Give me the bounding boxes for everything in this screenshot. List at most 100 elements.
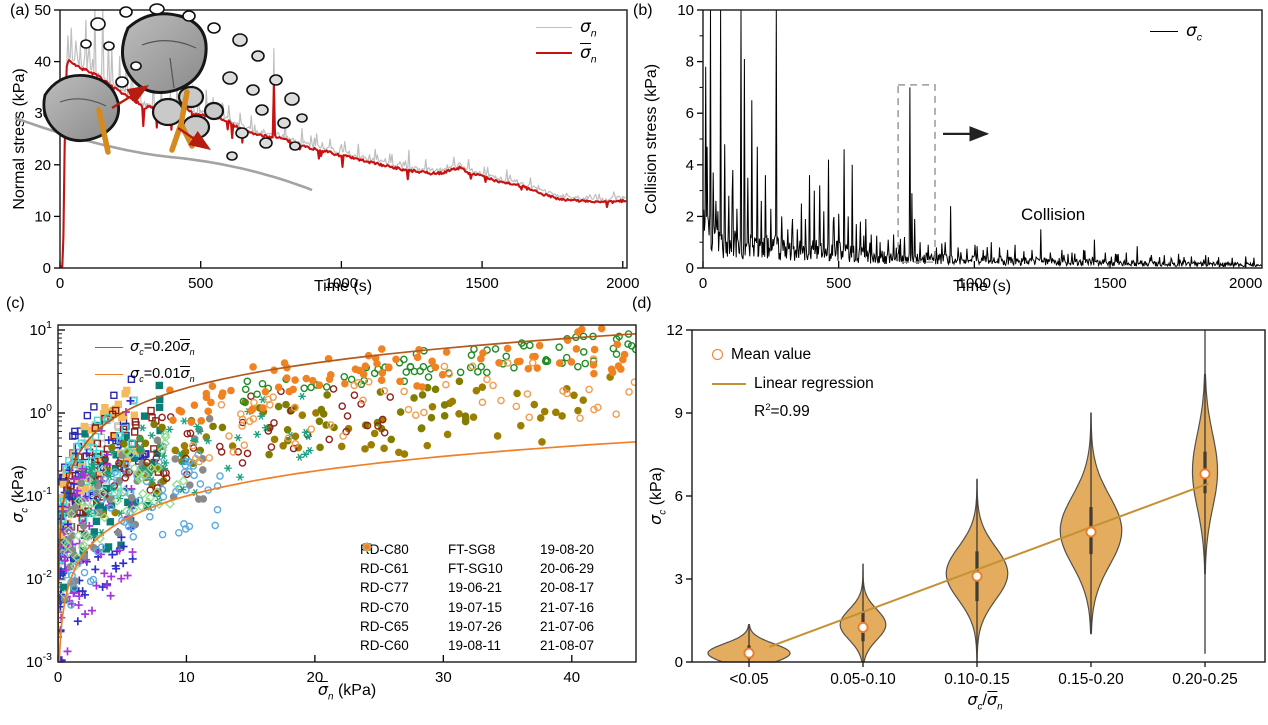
legend-d-mean-entry: Mean value — [712, 342, 874, 367]
legend-item-label: 19-07-15 — [448, 599, 503, 615]
upper-envelope-line-swatch — [95, 347, 123, 348]
legend-item-RD-C60: RD-C60 — [360, 543, 448, 655]
mean-marker-2 — [971, 570, 983, 582]
svg-text:10-3: 10-3 — [26, 651, 52, 671]
svg-text:20: 20 — [34, 157, 51, 174]
panel-b-xaxis-title: Time (s) — [952, 278, 1012, 295]
svg-text:2000: 2000 — [606, 275, 639, 292]
svg-text:10: 10 — [677, 2, 694, 19]
legend-d-regression-entry: Linear regression — [712, 371, 874, 396]
svg-text:0: 0 — [686, 260, 694, 277]
envelope-upper-entry: σc=0.20σn — [95, 334, 195, 361]
mean-marker-4 — [1199, 468, 1211, 480]
collision-stress-line-swatch — [1150, 30, 1178, 32]
legend-item-21-07-06: 21-07-06 — [363, 543, 632, 636]
legend-item-label: 21-08-07 — [540, 638, 595, 654]
panel-c-label: (c) — [6, 295, 25, 312]
svg-text:9: 9 — [675, 405, 683, 422]
regression-line — [769, 482, 1209, 648]
legend-a-raw: σn — [536, 14, 597, 40]
svg-text:0: 0 — [699, 275, 707, 292]
panel-a-frame — [59, 9, 628, 269]
envelope-line-1 — [58, 440, 636, 662]
raw-normal-stress-line-swatch — [536, 26, 572, 28]
panel-c-scatter — [58, 325, 636, 662]
mean-marker-3 — [1085, 526, 1097, 538]
svg-text:2: 2 — [686, 208, 694, 225]
legend-item-RD-C61: RD-C61 — [360, 543, 448, 578]
legend-item-label: 19-06-21 — [448, 580, 503, 596]
legend-item-label: 21-07-06 — [540, 618, 595, 634]
boulder-left-crack — [59, 98, 107, 107]
svg-text:10-2: 10-2 — [26, 568, 52, 588]
svg-text:50: 50 — [34, 2, 51, 19]
envelope-lower-entry: σc=0.01σn — [95, 361, 195, 388]
boulder-large — [121, 12, 208, 94]
svg-text:8: 8 — [686, 54, 694, 71]
r-squared-value: R2=0.99 — [754, 401, 810, 420]
legend-item-label: RD-C60 — [360, 638, 409, 654]
legend-item-label: RD-C65 — [360, 618, 409, 634]
legend-item-20-06-29: 20-06-29 — [363, 543, 632, 578]
panel-d-label: (d) — [632, 295, 652, 312]
legend-item-RD-C65: RD-C65 — [360, 543, 448, 636]
collision-inset-illustration — [14, 3, 313, 192]
highlight-box — [897, 84, 936, 263]
svg-text:0: 0 — [56, 275, 64, 292]
svg-text:500: 500 — [188, 275, 213, 292]
line-sigma_n — [60, 10, 627, 266]
panel-a-xaxis-title: Time (s) — [313, 278, 373, 295]
svg-text:6: 6 — [686, 105, 694, 122]
panel-c-frame — [57, 324, 637, 663]
legend-b-collision: σc — [1150, 18, 1202, 44]
legend-item-label: RD-C61 — [360, 561, 409, 577]
pebbles-gray — [222, 33, 308, 161]
svg-text:10-1: 10-1 — [26, 485, 52, 505]
svg-text:0.20-0.25: 0.20-0.25 — [1172, 671, 1238, 688]
svg-text:1000: 1000 — [958, 275, 991, 292]
linear-regression-line-swatch — [712, 382, 746, 385]
legend-item-label: 19-08-11 — [448, 638, 502, 654]
mean-marker-0 — [743, 647, 755, 659]
svg-text:3: 3 — [675, 571, 683, 588]
mean-normal-stress-line-swatch — [536, 52, 572, 54]
panel-a-label: (a) — [10, 2, 30, 19]
boulder-large-crack — [141, 40, 197, 89]
svg-text:100: 100 — [29, 402, 52, 422]
svg-text:0.05-0.10: 0.05-0.10 — [830, 671, 896, 688]
legend-item-19-06-21: 19-06-21 — [363, 543, 540, 597]
panel-c-envelope-legend: σc=0.20σn σc=0.01σn — [95, 334, 195, 388]
legend-item-FT-SG8: FT-SG8 — [362, 540, 540, 559]
svg-text:0: 0 — [54, 669, 62, 686]
legend-item-RD-C77: RD-C77 — [360, 543, 448, 597]
legend-item-19-08-20: 19-08-20 — [363, 540, 632, 559]
svg-text:40: 40 — [34, 54, 51, 71]
svg-text:1500: 1500 — [1093, 275, 1126, 292]
panel-b-legend: σc — [1150, 18, 1202, 44]
series-20-08-17 — [59, 429, 189, 600]
svg-text:1500: 1500 — [465, 275, 498, 292]
legend-item-21-07-16: 21-07-16 — [363, 543, 632, 617]
panel-a-legend: σn σn — [536, 14, 597, 66]
svg-text:101: 101 — [29, 319, 52, 339]
legend-item-label: 19-07-26 — [448, 618, 503, 634]
legend-item-label: 20-08-17 — [540, 580, 595, 596]
panel-b-frame — [702, 9, 1263, 269]
lower-envelope-line-swatch — [95, 374, 123, 375]
legend-item-FT-SG10: FT-SG10 — [362, 542, 540, 578]
legend-item-label: RD-C70 — [360, 599, 409, 615]
svg-text:4: 4 — [686, 157, 694, 174]
legend-item-RD-C70: RD-C70 — [360, 543, 448, 617]
legend-item-19-08-11: 19-08-11 — [363, 543, 540, 655]
panel-d-axes: 0 3 6 9 12 <0.05 0.05-0.10 0.10-0.15 0.15-0.20 0.… — [666, 322, 1237, 688]
series-21-08-07 — [189, 355, 636, 466]
legend-item-19-07-15: 19-07-15 — [363, 543, 540, 617]
mean-value-label: Mean value — [731, 345, 812, 363]
svg-text:0.10-0.15: 0.10-0.15 — [944, 671, 1010, 688]
series-21-07-06 — [166, 325, 629, 426]
mean-value-marker-swatch — [712, 349, 723, 360]
svg-text:12: 12 — [666, 322, 683, 339]
panel-b-label: (b) — [633, 2, 653, 19]
svg-text:0: 0 — [43, 260, 51, 277]
collision-arrows — [111, 85, 211, 150]
